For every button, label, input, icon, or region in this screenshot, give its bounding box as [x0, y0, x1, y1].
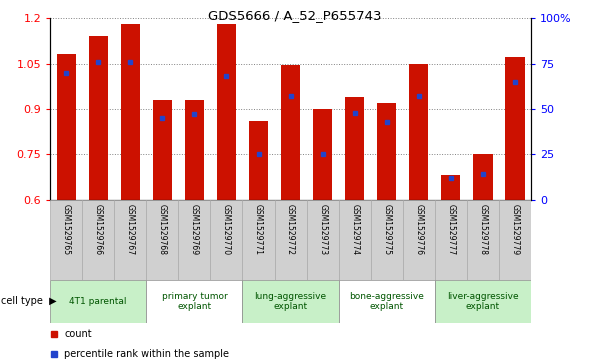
Bar [307, 200, 339, 280]
Bar [403, 200, 435, 280]
Bar [506, 57, 525, 200]
Bar [146, 280, 242, 323]
Bar [441, 175, 460, 200]
Bar [435, 280, 531, 323]
Text: GSM1529776: GSM1529776 [414, 204, 423, 255]
Bar [211, 200, 242, 280]
Bar [88, 36, 108, 200]
Bar [339, 280, 435, 323]
Bar [345, 97, 364, 200]
Bar [467, 200, 499, 280]
Bar [242, 280, 339, 323]
Text: liver-aggressive
explant: liver-aggressive explant [447, 291, 519, 311]
Text: percentile rank within the sample: percentile rank within the sample [64, 349, 230, 359]
Bar [473, 154, 493, 200]
Text: GSM1529766: GSM1529766 [94, 204, 103, 255]
Bar [114, 200, 146, 280]
Bar [178, 200, 211, 280]
Bar [377, 103, 396, 200]
Text: GDS5666 / A_52_P655743: GDS5666 / A_52_P655743 [208, 9, 382, 22]
Text: GSM1529765: GSM1529765 [62, 204, 71, 255]
Text: GSM1529769: GSM1529769 [190, 204, 199, 255]
Text: GSM1529770: GSM1529770 [222, 204, 231, 255]
Bar [274, 200, 307, 280]
Bar [313, 109, 332, 200]
Bar [371, 200, 403, 280]
Text: GSM1529774: GSM1529774 [350, 204, 359, 255]
Text: GSM1529775: GSM1529775 [382, 204, 391, 255]
Text: primary tumor
explant: primary tumor explant [162, 291, 227, 311]
Text: cell type  ▶: cell type ▶ [1, 296, 57, 306]
Text: 4T1 parental: 4T1 parental [70, 297, 127, 306]
Text: GSM1529772: GSM1529772 [286, 204, 295, 254]
Text: GSM1529779: GSM1529779 [510, 204, 519, 255]
Bar [242, 200, 274, 280]
Text: GSM1529777: GSM1529777 [447, 204, 455, 255]
Text: lung-aggressive
explant: lung-aggressive explant [254, 291, 327, 311]
Bar [281, 65, 300, 200]
Text: GSM1529771: GSM1529771 [254, 204, 263, 254]
Bar [146, 200, 178, 280]
Bar [153, 100, 172, 200]
Text: count: count [64, 329, 92, 339]
Text: GSM1529767: GSM1529767 [126, 204, 135, 255]
Text: GSM1529773: GSM1529773 [318, 204, 327, 255]
Text: GSM1529768: GSM1529768 [158, 204, 167, 254]
Bar [249, 121, 268, 200]
Bar [339, 200, 371, 280]
Bar [121, 24, 140, 200]
Bar [409, 64, 428, 200]
Bar [82, 200, 114, 280]
Bar [50, 280, 146, 323]
Bar [185, 100, 204, 200]
Bar [217, 24, 236, 200]
Text: GSM1529778: GSM1529778 [478, 204, 487, 254]
Text: bone-aggressive
explant: bone-aggressive explant [349, 291, 424, 311]
Bar [50, 200, 82, 280]
Bar [57, 54, 76, 200]
Bar [499, 200, 531, 280]
Bar [435, 200, 467, 280]
